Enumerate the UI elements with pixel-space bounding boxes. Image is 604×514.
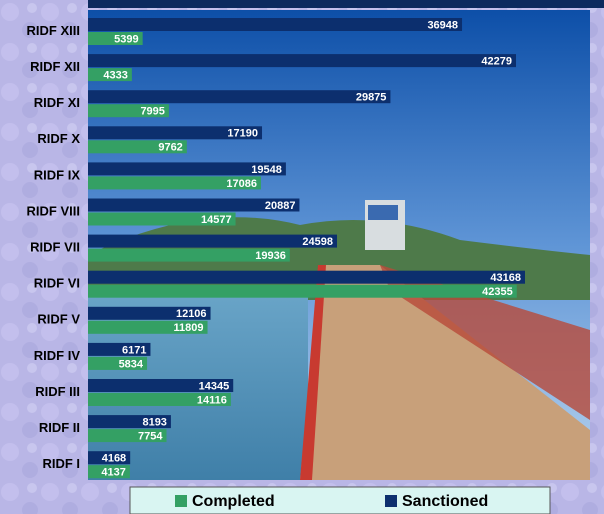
bar [88,176,261,190]
value-label: 42355 [482,286,513,298]
top-banner [88,0,604,8]
bar [88,429,167,443]
legend-label: Completed [192,493,275,510]
category-label: RIDF III [35,384,80,399]
category-label: RIDF I [42,456,80,471]
photo [88,10,590,480]
bar [88,320,208,334]
value-label: 43168 [490,272,521,284]
bar [88,18,463,31]
category-label: RIDF IX [34,167,81,182]
value-label: 42279 [481,56,512,68]
category-label: RIDF XI [34,95,80,110]
bar [88,465,130,479]
value-label: 24598 [302,236,333,248]
category-label: RIDF XII [30,59,80,74]
value-label: 12106 [176,308,207,320]
value-label: 11809 [174,322,204,334]
legend-swatch [175,495,187,507]
bar [88,248,290,262]
value-label: 14577 [201,214,232,226]
value-label: 8193 [142,417,166,429]
value-label: 6171 [122,344,146,356]
value-label: 4168 [102,453,126,465]
bar [88,198,300,212]
category-label: RIDF XIII [27,23,80,38]
bar [88,90,391,104]
legend-box [129,486,551,514]
value-label: 9762 [158,142,182,154]
value-label: 7754 [138,431,163,443]
bar [88,451,131,465]
value-label: 4333 [103,70,127,82]
value-label: 14116 [197,394,227,406]
bar [88,54,517,68]
legend-label: Sanctioned [402,493,488,510]
bar [88,126,263,140]
bar [88,270,525,284]
value-label: 14345 [199,380,230,392]
value-label: 20887 [265,200,296,212]
bar [88,32,143,45]
bar [88,284,517,298]
bar [88,393,231,406]
category-label: RIDF VIII [27,203,80,218]
category-label: RIDF V [37,312,80,327]
bar [88,379,234,392]
bar [88,104,169,118]
value-label: 5399 [114,33,138,45]
value-label: 19936 [255,250,286,262]
bar [88,234,338,248]
value-label: 17190 [227,128,258,140]
bar [88,162,286,176]
value-label: 19548 [251,164,282,176]
bar [88,356,148,370]
category-label: RIDF VII [30,240,80,255]
category-label: RIDF II [39,420,80,435]
category-label: RIDF IV [34,348,81,363]
value-label: 36948 [427,19,458,31]
bar [88,342,151,356]
value-label: 17086 [226,178,257,190]
category-label: RIDF VI [34,276,80,291]
bar [88,212,236,226]
value-label: 4137 [101,467,125,479]
category-label: RIDF X [37,131,80,146]
value-label: 7995 [140,106,164,118]
bar [88,68,132,82]
bar [88,306,211,320]
bar [88,140,187,154]
legend-swatch [385,495,397,507]
value-label: 5834 [119,358,144,370]
bar [88,415,171,429]
value-label: 29875 [356,92,387,104]
